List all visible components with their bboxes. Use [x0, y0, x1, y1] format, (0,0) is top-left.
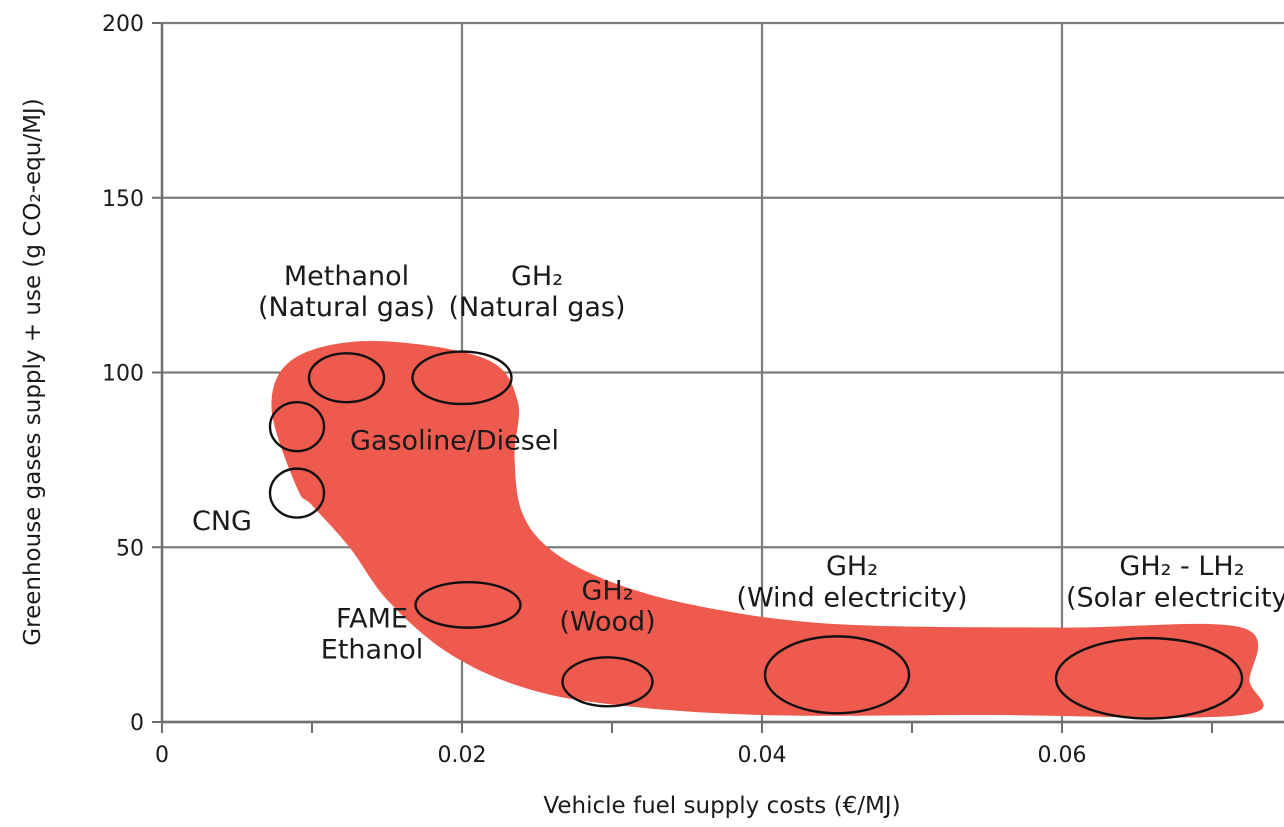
tick-labels: 0 0.02 0.04 0.06 0 50 100 150 200	[102, 12, 1086, 768]
y-tick-label-0: 0	[130, 711, 144, 736]
y-tick-label-3: 150	[102, 187, 144, 212]
fuel-label-7: GH₂ - LH₂ (Solar electricity)	[1066, 551, 1284, 613]
x-tick-label-2: 0.04	[738, 743, 787, 768]
fuel-label-line: (Wood)	[559, 607, 655, 638]
fuel-ellipse-3	[268, 467, 326, 519]
fuel-ellipse-6	[763, 635, 911, 715]
y-axis-title: Greenhouse gases supply + use (g CO₂-equ…	[20, 98, 46, 645]
fuel-label-line: GH₂	[511, 261, 563, 292]
y-tick-label-1: 50	[116, 536, 144, 561]
fuel-label-1: GH₂ (Natural gas)	[449, 261, 626, 323]
fuel-label-0: Methanol (Natural gas)	[258, 261, 435, 323]
fuel-label-line: GH₂	[826, 551, 878, 582]
fuel-label-line: (Natural gas)	[449, 292, 626, 323]
fuel-label-3: CNG	[192, 506, 252, 537]
fuel-ellipse-7	[1054, 636, 1244, 720]
fuel-label-line: Ethanol	[321, 635, 423, 666]
fuel-ellipse-4	[414, 580, 522, 629]
fuel-label-line: GH₂	[581, 576, 633, 607]
fuel-label-line: GH₂ - LH₂	[1119, 551, 1244, 582]
x-tick-label-1: 0.02	[438, 743, 487, 768]
fuel-label-line: Methanol	[284, 261, 409, 292]
x-tick-label-0: 0	[155, 743, 169, 768]
x-axis-title: Vehicle fuel supply costs (€/MJ)	[543, 793, 900, 819]
fuel-label-line: (Solar electricity)	[1066, 582, 1284, 613]
fuel-ellipse-5	[561, 656, 654, 708]
fuel-ellipse-1	[411, 350, 513, 406]
fuel-label-line: CNG	[192, 506, 252, 537]
fuel-label-line: (Natural gas)	[258, 292, 435, 323]
x-tick-label-3: 0.06	[1038, 743, 1087, 768]
y-tick-label-4: 200	[102, 12, 144, 37]
fuel-ellipse-0	[307, 352, 386, 404]
fuel-label-6: GH₂ (Wind electricity)	[736, 551, 967, 613]
fuel-ellipse-2	[268, 401, 326, 453]
fuel-annotations: Methanol (Natural gas)GH₂ (Natural gas)Gas…	[192, 261, 1284, 666]
y-tick-label-2: 100	[102, 362, 144, 387]
emission-cost-band	[271, 341, 1264, 718]
fuel-label-line: FAME	[336, 604, 408, 635]
fuel-label-line: Gasoline/Diesel	[350, 425, 559, 456]
fuel-label-4: FAME Ethanol	[321, 604, 423, 666]
fuel-label-2: Gasoline/Diesel	[350, 425, 559, 456]
axes	[152, 22, 1284, 733]
fuel-label-5: GH₂ (Wood)	[559, 576, 655, 638]
fuel-ellipses	[268, 350, 1244, 720]
fuel-label-line: (Wind electricity)	[736, 582, 967, 613]
